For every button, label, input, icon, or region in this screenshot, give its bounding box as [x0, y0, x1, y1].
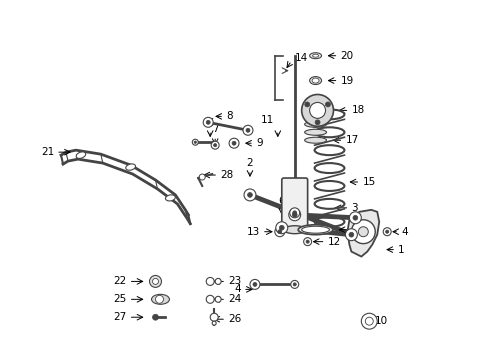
- Circle shape: [152, 278, 158, 284]
- Ellipse shape: [125, 164, 135, 170]
- Text: 11: 11: [261, 115, 274, 125]
- Circle shape: [206, 295, 214, 303]
- Text: 10: 10: [374, 316, 387, 326]
- Circle shape: [345, 229, 357, 240]
- Circle shape: [277, 230, 281, 234]
- Circle shape: [155, 295, 163, 303]
- Text: 2: 2: [246, 158, 253, 168]
- Circle shape: [292, 283, 296, 286]
- Circle shape: [203, 117, 213, 127]
- Polygon shape: [346, 210, 379, 257]
- Text: 20: 20: [340, 51, 353, 61]
- Circle shape: [206, 120, 210, 124]
- Circle shape: [206, 278, 214, 285]
- Text: 13: 13: [246, 227, 260, 237]
- Text: 12: 12: [327, 237, 340, 247]
- Circle shape: [358, 227, 367, 237]
- Circle shape: [199, 174, 205, 180]
- Ellipse shape: [298, 225, 332, 235]
- Circle shape: [210, 313, 218, 321]
- Text: 19: 19: [340, 76, 353, 86]
- Circle shape: [290, 280, 298, 288]
- Circle shape: [274, 227, 284, 237]
- Ellipse shape: [309, 53, 321, 59]
- Text: 4: 4: [400, 227, 407, 237]
- Ellipse shape: [151, 294, 169, 304]
- Circle shape: [247, 193, 252, 197]
- Ellipse shape: [76, 152, 85, 158]
- Text: 21: 21: [41, 147, 54, 157]
- Ellipse shape: [311, 78, 319, 83]
- Circle shape: [243, 125, 252, 135]
- Ellipse shape: [304, 129, 326, 135]
- Circle shape: [215, 296, 221, 302]
- Circle shape: [279, 225, 284, 230]
- Text: 7: 7: [211, 124, 218, 134]
- Circle shape: [289, 208, 299, 218]
- Circle shape: [292, 212, 297, 217]
- Ellipse shape: [304, 121, 326, 127]
- Ellipse shape: [309, 77, 321, 85]
- Text: 15: 15: [362, 177, 375, 187]
- Circle shape: [149, 275, 161, 287]
- Circle shape: [325, 102, 330, 107]
- Circle shape: [252, 282, 256, 287]
- Text: 3: 3: [351, 203, 357, 213]
- Text: 25: 25: [113, 294, 126, 304]
- Text: 24: 24: [227, 294, 241, 304]
- Ellipse shape: [304, 137, 326, 143]
- Circle shape: [213, 144, 216, 147]
- Circle shape: [314, 120, 320, 125]
- Text: 18: 18: [351, 105, 364, 116]
- Circle shape: [192, 139, 198, 145]
- Circle shape: [365, 317, 372, 325]
- Text: 6: 6: [278, 196, 285, 206]
- Text: 22: 22: [113, 276, 126, 287]
- Circle shape: [349, 212, 361, 224]
- Circle shape: [361, 313, 376, 329]
- Circle shape: [348, 232, 353, 237]
- Circle shape: [194, 141, 196, 143]
- Circle shape: [305, 240, 308, 243]
- Circle shape: [288, 209, 300, 221]
- Text: 23: 23: [227, 276, 241, 287]
- Ellipse shape: [283, 226, 305, 234]
- Circle shape: [212, 321, 216, 325]
- Text: 17: 17: [345, 135, 358, 145]
- Circle shape: [301, 94, 333, 126]
- Circle shape: [211, 141, 219, 149]
- Text: 16: 16: [351, 225, 364, 235]
- Circle shape: [215, 278, 221, 284]
- Text: 1: 1: [397, 244, 404, 255]
- Circle shape: [152, 314, 158, 320]
- Circle shape: [352, 215, 357, 220]
- Text: 27: 27: [113, 312, 126, 322]
- Circle shape: [304, 102, 309, 107]
- Text: 5: 5: [206, 118, 213, 128]
- Circle shape: [232, 141, 236, 145]
- Circle shape: [228, 138, 239, 148]
- Circle shape: [275, 222, 287, 234]
- FancyBboxPatch shape: [281, 178, 307, 232]
- Circle shape: [383, 228, 390, 236]
- Circle shape: [351, 220, 374, 244]
- Text: 4: 4: [234, 284, 241, 294]
- Text: 9: 9: [255, 138, 262, 148]
- Circle shape: [244, 189, 255, 201]
- Text: 26: 26: [227, 314, 241, 324]
- Text: 8: 8: [225, 111, 232, 121]
- Circle shape: [249, 279, 260, 289]
- Circle shape: [303, 238, 311, 246]
- Circle shape: [385, 230, 388, 233]
- Circle shape: [245, 128, 249, 132]
- Ellipse shape: [301, 226, 329, 233]
- Circle shape: [309, 103, 325, 118]
- Text: 28: 28: [220, 170, 233, 180]
- Text: 14: 14: [294, 53, 307, 63]
- Circle shape: [292, 211, 296, 215]
- Ellipse shape: [312, 54, 318, 57]
- Ellipse shape: [165, 195, 175, 201]
- Circle shape: [366, 318, 372, 324]
